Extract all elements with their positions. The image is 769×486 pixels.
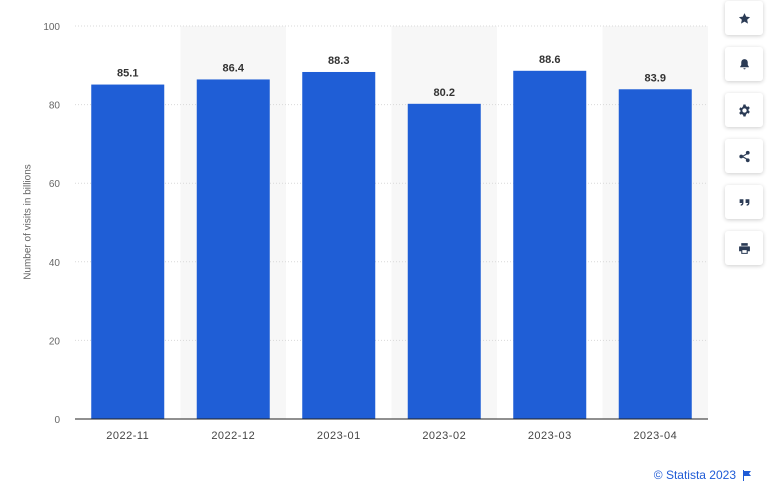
cite-button[interactable] <box>725 185 763 219</box>
bell-icon <box>739 58 749 69</box>
y-tick-label: 40 <box>49 258 61 269</box>
x-tick-label: 2023-03 <box>528 430 572 442</box>
flag-icon <box>743 469 751 481</box>
favorite-button[interactable] <box>725 1 763 35</box>
share-icon <box>738 150 750 162</box>
y-tick-label: 20 <box>49 336 61 347</box>
quote-icon <box>739 198 749 206</box>
x-tick-label: 2022-12 <box>211 430 255 442</box>
data-label: 88.3 <box>328 55 349 67</box>
print-button[interactable] <box>725 231 763 265</box>
bar <box>302 71 376 419</box>
gear-icon <box>738 104 750 116</box>
bar <box>91 84 165 419</box>
credit-text: © Statista 2023 <box>653 468 736 482</box>
y-tick-label: 0 <box>54 415 60 426</box>
statista-credit[interactable]: © Statista 2023 <box>654 468 751 482</box>
x-tick-label: 2023-01 <box>317 430 361 442</box>
bar <box>407 103 481 420</box>
bar-chart: 0 20 40 60 80 100 85.1 2022-11 86.4 2022-12 88.3 20… <box>43 22 708 442</box>
data-label: 88.6 <box>539 54 560 66</box>
x-tick-label: 2023-04 <box>633 430 677 442</box>
y-tick-label: 100 <box>43 22 60 33</box>
x-tick-label: 2022-11 <box>106 430 149 442</box>
x-tick-label: 2023-02 <box>422 430 466 442</box>
print-icon <box>738 242 750 254</box>
data-label: 86.4 <box>223 62 245 74</box>
bar <box>196 79 270 419</box>
settings-button[interactable] <box>725 93 763 127</box>
chart-area: 0 20 40 60 80 100 85.1 2022-11 86.4 2022-12 88.3 20… <box>22 22 708 442</box>
data-label: 83.9 <box>645 72 666 84</box>
bar <box>618 89 692 419</box>
star-icon <box>738 12 750 24</box>
notification-button[interactable] <box>725 47 763 81</box>
data-label: 85.1 <box>117 68 138 80</box>
share-button[interactable] <box>725 139 763 173</box>
y-axis-label: Number of visits in billions <box>22 164 34 280</box>
y-tick-label: 80 <box>49 101 61 112</box>
data-label: 80.2 <box>434 87 455 99</box>
y-tick-label: 60 <box>49 179 61 190</box>
bar <box>513 70 587 419</box>
